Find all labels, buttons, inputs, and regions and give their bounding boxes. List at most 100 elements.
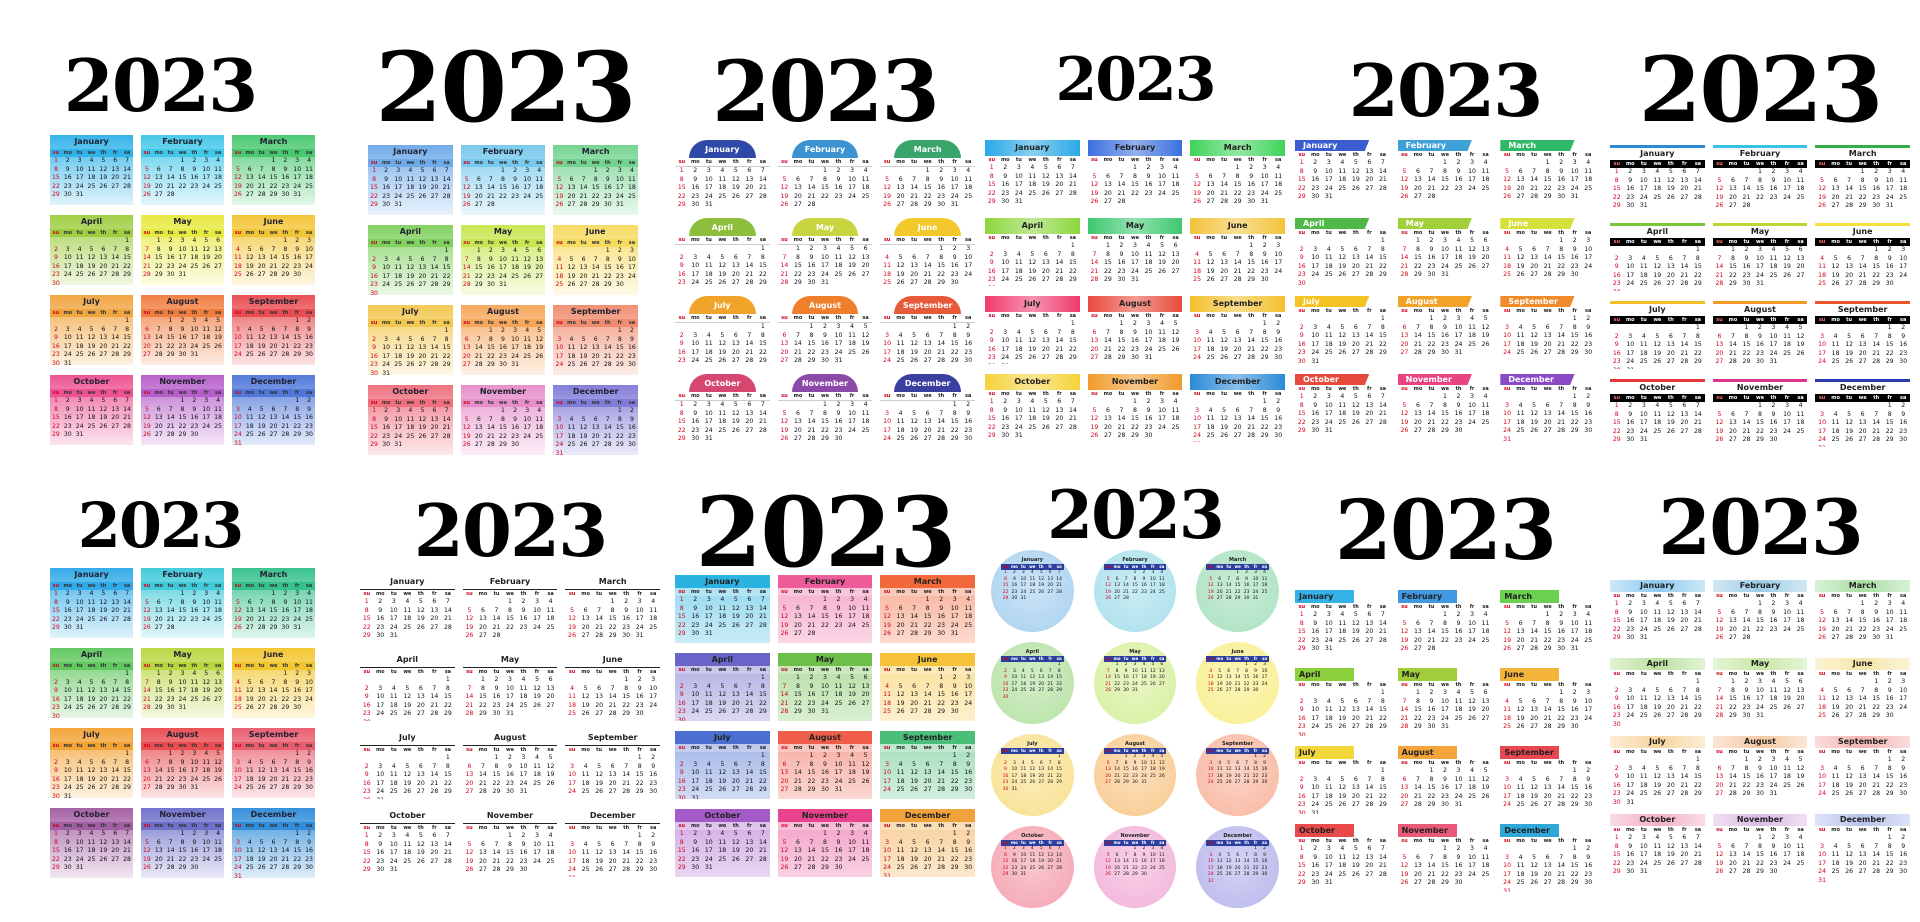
weekday-label: fr [432, 240, 437, 246]
month-title: March [259, 570, 288, 579]
day-number: 4 [235, 245, 240, 253]
weekday-label: th [100, 583, 107, 589]
day-number: 21 [758, 184, 767, 192]
weekday-label: mo [581, 747, 590, 753]
day-number: 8 [823, 409, 827, 417]
day-number: 31 [555, 449, 564, 455]
weekday-label: th [1667, 395, 1674, 401]
day-number: 12 [1090, 181, 1099, 189]
weekday-label: fr [203, 310, 209, 316]
day-number: 30 [964, 864, 973, 872]
day-number: 30 [964, 435, 973, 442]
day-number: 7 [1730, 332, 1735, 340]
day-number: 24 [848, 855, 856, 863]
day-number: 16 [1131, 337, 1139, 345]
weekday-label: th [100, 743, 107, 749]
day-number: 28 [1233, 276, 1242, 284]
day-number: 15 [123, 254, 131, 262]
day-number: 5 [557, 175, 562, 183]
day-number: 25 [75, 784, 84, 792]
day-number: 20 [257, 695, 266, 703]
day-number: 1 [271, 157, 276, 164]
weekday-label: we [718, 823, 727, 829]
day-number: 17 [1503, 418, 1512, 426]
day-number: 18 [523, 344, 532, 352]
day-number: 11 [718, 604, 727, 612]
day-number: 28 [1378, 184, 1387, 192]
weekday-label: sa [214, 150, 222, 156]
day-number: 11 [1503, 254, 1512, 262]
day-number: 26 [1796, 349, 1805, 357]
day-number: 13 [416, 693, 425, 701]
month-title: October [392, 387, 429, 396]
day-number: 13 [546, 684, 555, 692]
day-number: 15 [178, 847, 187, 855]
day-number: 15 [154, 687, 163, 695]
day-number: 28 [937, 864, 946, 872]
day-number: 4 [247, 758, 252, 766]
empty-day [729, 752, 743, 761]
month-january: January su mo tu we th fr sa 1 2 3 4 5 6 7 8 9 10 11 12 13 14… [368, 145, 453, 215]
day-number: 25 [394, 361, 403, 369]
weekday-label: th [938, 823, 945, 829]
day-number: 9 [1628, 176, 1633, 184]
day-number: 1 [180, 157, 185, 164]
day-number: 6 [480, 840, 485, 848]
day-number: 12 [579, 424, 588, 432]
day-number: 28 [479, 788, 487, 796]
day-number: 20 [99, 342, 108, 350]
day-number: 21 [937, 426, 946, 434]
day-number: 27 [1114, 596, 1120, 602]
day-number: 27 [416, 788, 425, 796]
month-title: December [572, 387, 619, 396]
day-number: 25 [1899, 193, 1908, 201]
day-number: 8 [637, 762, 642, 770]
day-number: 4 [89, 830, 94, 837]
weekday-label: sa [759, 393, 767, 399]
day-number: 28 [443, 857, 452, 865]
weekday-label: su [883, 159, 891, 165]
weekday-label: fr [294, 743, 300, 749]
day-number: 1 [952, 752, 957, 759]
month-title: January [675, 575, 770, 588]
day-number: 22 [178, 182, 187, 190]
day-number: 22 [51, 182, 60, 190]
day-number: 8 [1236, 576, 1240, 582]
weekday-label: mo [245, 663, 255, 669]
day-number: 8 [156, 245, 161, 253]
weekday-label: tu [1325, 386, 1332, 392]
weekday-label: we [178, 743, 187, 749]
day-number: 17 [1001, 345, 1010, 353]
weekday-label: mo [690, 393, 700, 399]
month-title: April [675, 653, 770, 666]
weekday-label: fr [1784, 395, 1790, 401]
day-number: 13 [591, 344, 600, 352]
day-number: 1 [501, 407, 505, 414]
day-number: 30 [305, 864, 313, 872]
empty-day [141, 590, 153, 599]
day-number: 1 [494, 754, 499, 761]
day-number: 9 [180, 325, 185, 333]
day-number: 20 [546, 693, 555, 701]
month-title: August [166, 730, 199, 739]
day-number: 3 [885, 409, 890, 417]
day-grid: 1 2 3 4 5 6 7 8 9 10 11 12 13 14 15 16 17 18 19 20 21 22 23 24 2… [360, 598, 455, 641]
day-number: 6 [1833, 176, 1838, 184]
day-number: 28 [442, 432, 451, 440]
month-august: August su mo tu we th fr sa 1 2 3 4 5 6 7 8 9 10 11 12 13 14 1… [1397, 296, 1493, 364]
weekday-label: we [403, 747, 412, 753]
day-number: 19 [1105, 589, 1111, 595]
weekday-label: mo [896, 589, 905, 595]
day-number: 11 [861, 838, 870, 846]
day-number: 26 [1351, 418, 1360, 426]
day-number: 27 [1845, 280, 1854, 288]
day-number: 1 [372, 407, 377, 414]
day-number: 2 [693, 167, 698, 174]
day-number: 10 [950, 175, 959, 183]
day-number: 28 [1858, 280, 1867, 288]
weekday-label: tu [596, 747, 603, 753]
weekday-label: sa [1275, 313, 1282, 319]
day-number: 27 [465, 788, 474, 796]
weekday-label: mo [690, 315, 700, 321]
day-number: 2 [966, 323, 971, 330]
